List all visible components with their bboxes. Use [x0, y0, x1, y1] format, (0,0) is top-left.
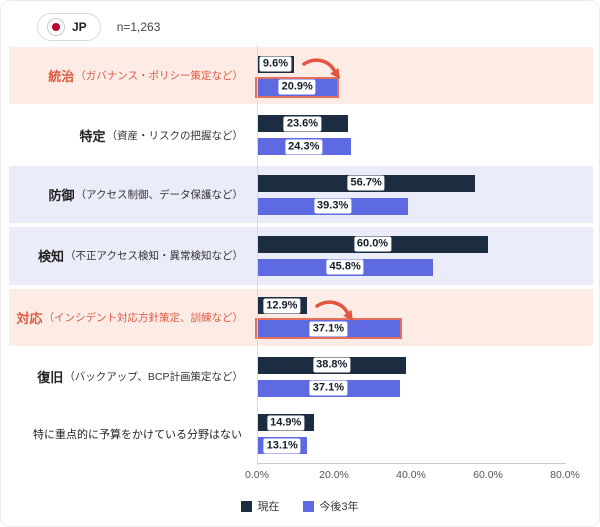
bars-area: 14.9% 13.1% [257, 406, 565, 463]
country-code-label: JP [72, 20, 87, 34]
chart-row: 復旧 （バックアップ、BCP計画策定など） 38.8% 37.1% [9, 348, 593, 405]
highlight-arrow-icon [302, 55, 342, 83]
chart-row: 特に重点的に予算をかけている分野はない 14.9% 13.1% [9, 406, 593, 463]
value-label: 56.7% [347, 175, 385, 191]
x-tick: 20.0% [319, 469, 349, 481]
category-sub: （インシデント対応方針策定、訓練など） [43, 311, 244, 324]
category-main: 統治 [48, 69, 75, 85]
chart-row: 検知 （不正アクセス検知・異常検知など） 60.0% 45.8% [9, 225, 593, 287]
legend-label-current: 現在 [257, 501, 280, 513]
legend-item-current: 現在 [241, 498, 279, 514]
legend: 現在 今後3年 [1, 498, 599, 514]
category-label: 復旧 （バックアップ、BCP計画策定など） [9, 348, 257, 405]
category-main: 防御 [48, 188, 75, 204]
chart-header: JP n=1,263 [37, 13, 160, 41]
category-main: 対応 [16, 310, 43, 326]
bars-area: 56.7% 39.3% [257, 166, 565, 223]
category-sub: （不正アクセス検知・異常検知など） [65, 250, 243, 263]
x-tick: 60.0% [473, 469, 503, 481]
category-sub: （ガバナンス・ポリシー策定など） [75, 70, 243, 83]
y-axis-line [257, 45, 258, 465]
legend-item-future: 今後3年 [303, 498, 359, 514]
x-tick: 40.0% [396, 469, 426, 481]
legend-swatch-current-icon [241, 500, 253, 512]
chart-row: 防御 （アクセス制御、データ保護など） 56.7% 39.3% [9, 163, 593, 226]
value-label: 14.9% [267, 415, 305, 431]
x-axis: 0.0% 20.0% 40.0% 60.0% 80.0% [245, 469, 580, 485]
category-sub: （資産・リスクの把握など） [106, 129, 244, 142]
category-label: 統治 （ガバナンス・ポリシー策定など） [9, 47, 257, 104]
chart-row: 対応 （インシデント対応方針策定、訓練など） 12.9% 37.1% [9, 286, 593, 349]
category-main: 特定 [79, 128, 106, 144]
category-label: 特定 （資産・リスクの把握など） [9, 106, 257, 163]
category-main: 特に重点的に予算をかけている分野はない [33, 429, 242, 442]
category-label: 防御 （アクセス制御、データ保護など） [9, 166, 257, 223]
category-sub: （アクセス制御、データ保護など） [75, 189, 243, 202]
category-label: 対応 （インシデント対応方針策定、訓練など） [9, 289, 257, 346]
value-label: 60.0% [353, 236, 392, 252]
bars-area: 60.0% 45.8% [257, 227, 565, 284]
bars-area: 38.8% 37.1% [257, 348, 565, 405]
value-label: 24.3% [285, 139, 323, 155]
category-sub: （バックアップ、BCP計画策定など） [64, 371, 243, 384]
value-label: 38.8% [313, 357, 351, 373]
value-label: 13.1% [263, 438, 301, 454]
value-label: 23.6% [283, 116, 322, 132]
bars-area: 23.6% 24.3% [257, 106, 565, 163]
legend-swatch-future-icon [303, 500, 315, 512]
category-label: 特に重点的に予算をかけている分野はない [9, 406, 257, 463]
category-label: 検知 （不正アクセス検知・異常検知など） [9, 227, 257, 284]
japan-flag-icon [47, 18, 65, 36]
value-label: 39.3% [314, 198, 352, 214]
bars-area: 9.6% 20.9% [254, 47, 565, 104]
x-axis-line [257, 463, 566, 464]
chart-row: 特定 （資産・リスクの把握など） 23.6% 24.3% [9, 106, 593, 163]
sample-size-label: n=1,263 [116, 20, 161, 34]
category-main: 検知 [38, 249, 65, 265]
value-label: 12.9% [263, 298, 301, 314]
x-tick: 80.0% [550, 469, 580, 481]
value-label: 37.1% [309, 380, 348, 396]
x-tick: 0.0% [245, 469, 269, 481]
value-label: 37.1% [309, 321, 348, 337]
value-label: 45.8% [326, 259, 364, 275]
legend-label-future: 今後3年 [319, 501, 359, 513]
value-label: 20.9% [278, 79, 316, 95]
bars-area: 12.9% 37.1% [255, 289, 565, 346]
highlight-arrow-icon [314, 297, 355, 325]
category-main: 復旧 [37, 370, 64, 386]
value-label: 9.6% [259, 56, 292, 72]
chart-plot-area: 統治 （ガバナンス・ポリシー策定など） 9.6% 20.9% 特定 （資産・リスクの把握な… [9, 45, 593, 463]
chart-row: 統治 （ガバナンス・ポリシー策定など） 9.6% 20.9% [9, 45, 593, 107]
country-filter-badge[interactable]: JP [37, 13, 101, 41]
